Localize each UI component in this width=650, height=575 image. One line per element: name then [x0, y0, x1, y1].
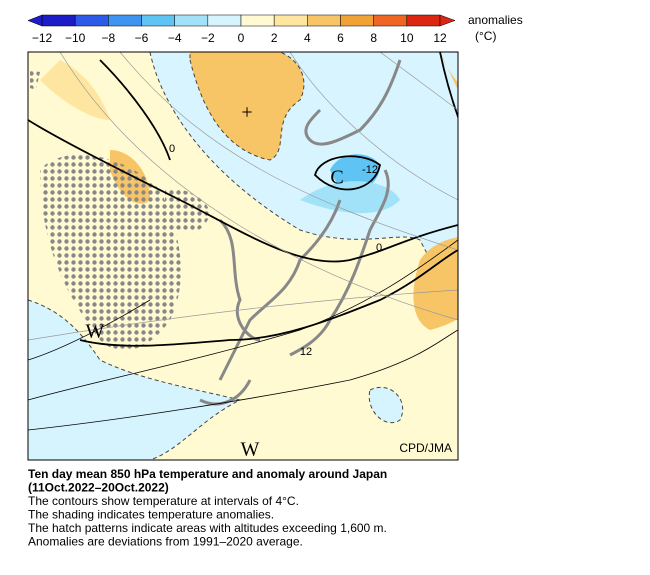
color-segment [373, 14, 408, 27]
color-segment [141, 14, 175, 27]
contour-label: 0 [169, 143, 175, 155]
colorbar-label: −10 [65, 31, 86, 45]
color-segment [340, 14, 374, 27]
color-segment [108, 14, 142, 27]
colorbar-label: −12 [32, 31, 53, 45]
colorbar-label: 0 [238, 31, 245, 45]
colorbar-label: −4 [168, 31, 182, 45]
caption-line: The shading indicates temperature anomal… [28, 508, 274, 522]
colorbar-label: −6 [135, 31, 149, 45]
contour-label: 12 [554, 227, 566, 239]
colorbar-label: 8 [370, 31, 377, 45]
colorbar-label: 4 [304, 31, 311, 45]
map-label: + [241, 102, 252, 124]
caption-line: The contours show temperature at interva… [28, 494, 299, 508]
caption-line: The hatch patterns indicate areas with a… [28, 521, 387, 535]
colorbar-unit: (°C) [475, 29, 496, 43]
colorbar-label: −8 [101, 31, 115, 45]
colorbar: −12 −10 −8 −6 −4 −2 0 2 4 6 8 10 12 anomalies (°C) [27, 13, 523, 45]
caption-title: (11Oct.2022–20Oct.2022) [28, 481, 169, 495]
colorbar-label: −2 [201, 31, 215, 45]
contour-label: -12 [362, 164, 378, 176]
credit: CPD/JMA [399, 441, 452, 455]
map-label: + [474, 230, 485, 252]
colorbar-label: 2 [271, 31, 278, 45]
caption: Ten day mean 850 hPa temperature and ano… [28, 467, 387, 549]
contour-label: 0 [376, 242, 382, 254]
colorbar-label: 12 [433, 31, 447, 45]
map-label: − [550, 165, 561, 187]
color-segment [74, 14, 109, 27]
map-label: W [241, 439, 260, 461]
color-segment [207, 14, 242, 27]
colorbar-label: 10 [400, 31, 414, 45]
colorbar-arrow [439, 14, 456, 27]
map-frame [27, 51, 459, 461]
map: C W W + + − 0 -12 0 12 12 CPD/JMA [28, 52, 566, 461]
color-segment [174, 14, 209, 27]
color-segment [41, 14, 76, 27]
colorbar-label: 6 [337, 31, 344, 45]
caption-line: Anomalies are deviations from 1991–2020 … [28, 535, 303, 549]
color-segment [273, 14, 308, 27]
colorbar-arrow [27, 14, 43, 27]
contour-label: 12 [300, 346, 312, 358]
color-segment [406, 14, 441, 27]
color-segment [240, 14, 275, 27]
map-label: W [86, 321, 105, 343]
colorbar-title: anomalies [468, 13, 523, 27]
map-label: C [330, 167, 343, 189]
caption-title: Ten day mean 850 hPa temperature and ano… [28, 467, 387, 481]
color-segment [307, 14, 341, 27]
